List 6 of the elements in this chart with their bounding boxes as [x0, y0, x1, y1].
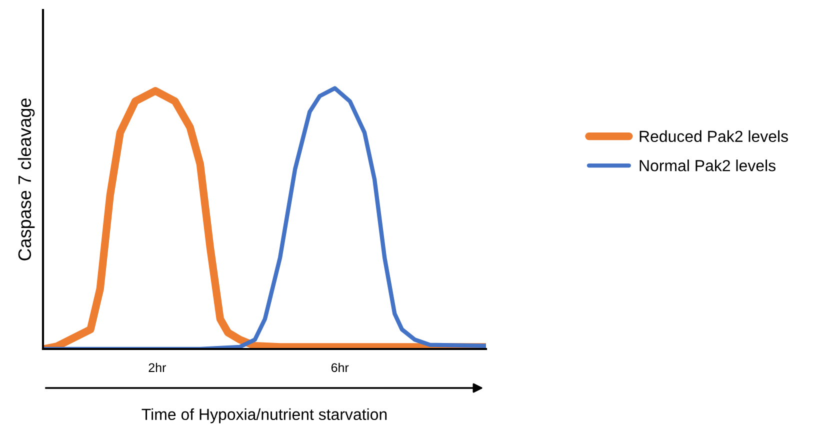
legend-label: Reduced Pak2 levels	[640, 130, 788, 142]
x-tick-label: 6hr	[331, 362, 349, 372]
legend-label: Normal Pak2 levels	[640, 160, 776, 172]
x-tick-label: 2hr	[148, 362, 166, 372]
x-axis-title: Time of Hypoxia/nutrient starvation	[142, 408, 387, 424]
y-axis-title: Caspase 7 cleavage	[18, 98, 35, 260]
